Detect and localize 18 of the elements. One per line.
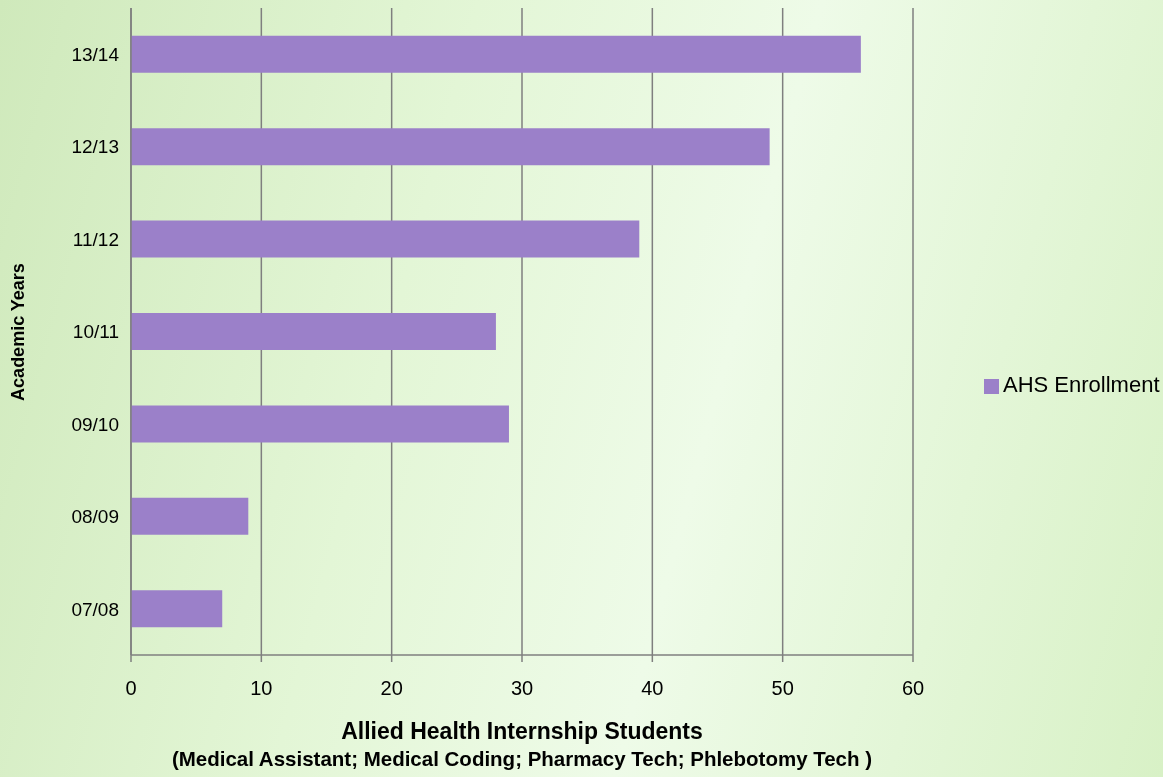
y-tick-label: 07/08 — [71, 598, 119, 620]
x-tick-label: 0 — [125, 677, 137, 700]
x-axis-title: Allied Health Internship Students — [340, 718, 704, 744]
x-tick-label: 10 — [250, 677, 273, 700]
x-tick-label: 50 — [771, 677, 794, 700]
y-tick-label: 11/12 — [72, 228, 119, 250]
x-tick-label: 40 — [641, 677, 664, 700]
x-tick-label: 60 — [901, 677, 925, 700]
y-tick-label: 12/13 — [71, 136, 119, 158]
legend-label: AHS Enrollment — [1003, 372, 1160, 397]
text: (Medical Assistant; Medical Coding; Pharmacy Tech; Phlebotomy Tech ) — [170, 747, 874, 771]
y-tick-label: 13/14 — [71, 43, 120, 65]
y-tick-label: 08/09 — [71, 506, 119, 528]
y-axis-title: Academic Years — [7, 262, 29, 401]
y-tick-label: 09/10 — [71, 413, 119, 435]
x-tick-label: 20 — [380, 677, 403, 700]
x-tick-label: 30 — [510, 677, 534, 700]
y-tick-label: 10/11 — [72, 321, 119, 343]
